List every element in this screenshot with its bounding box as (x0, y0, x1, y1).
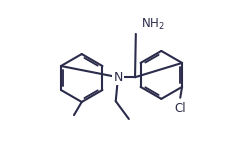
Text: NH$_2$: NH$_2$ (141, 17, 165, 32)
Text: N: N (113, 71, 123, 84)
Text: Cl: Cl (174, 102, 186, 115)
